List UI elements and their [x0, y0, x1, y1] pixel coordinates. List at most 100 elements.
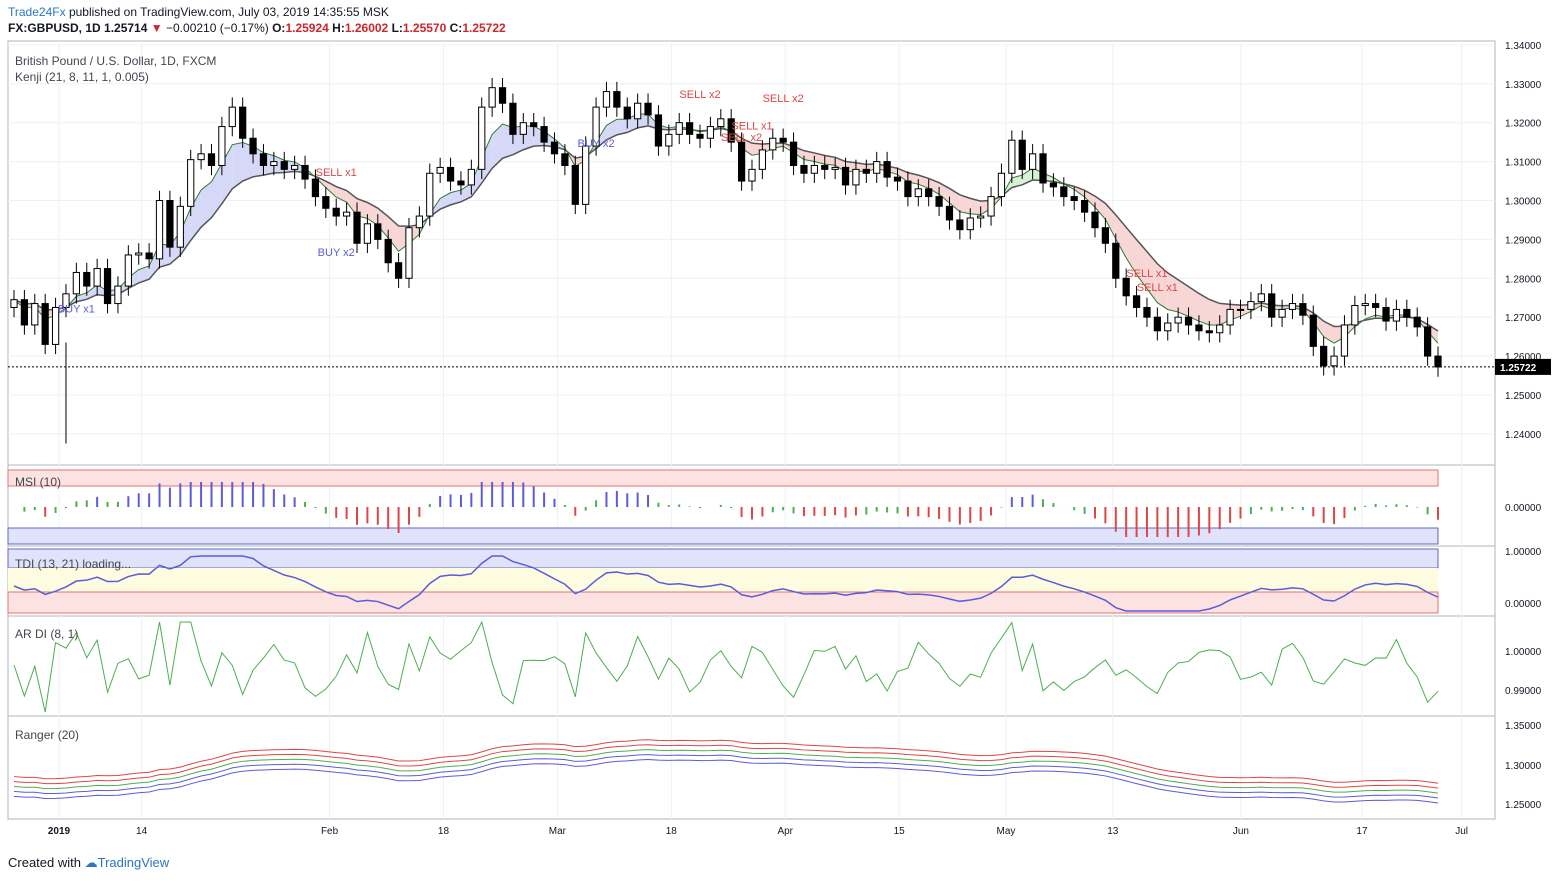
price-tick-label: 1.24000 [1505, 430, 1542, 441]
candle-up [706, 126, 715, 139]
candle-up [634, 102, 642, 120]
price-tick-label: 1.27000 [1505, 313, 1542, 324]
price-axis[interactable]: 1.34000 1.33000 1.32000 1.31000 1.30000 1.290… [1505, 41, 1542, 441]
candle-up [1257, 293, 1265, 303]
candle-up [1278, 308, 1286, 318]
candle-up [1174, 316, 1182, 324]
kenji-fill-segment [1084, 190, 1095, 208]
candle-up [93, 268, 101, 287]
time-axis[interactable]: 2019 14 Feb 18 Mar 18 Apr 15 May 13 Jun 17 Jul [48, 826, 1468, 837]
candle-down [1372, 303, 1380, 308]
candle-up [270, 161, 278, 166]
ranger-line [13, 759, 1439, 804]
candle-down [1320, 345, 1328, 367]
buy-signal-label: BUY x2 [318, 247, 355, 259]
candle-down [20, 299, 29, 326]
kenji-fill-segment [232, 142, 243, 189]
candle-up [342, 211, 351, 217]
candle-down [1382, 306, 1390, 322]
indicator-panes [7, 469, 1439, 804]
candle-down [1299, 303, 1307, 316]
candle-down [1153, 316, 1161, 332]
symbol-label[interactable]: FX:GBPUSD, 1D [8, 21, 101, 35]
candle-down [737, 141, 746, 182]
tdi-mid-zone [8, 568, 1438, 592]
candle-down [800, 164, 808, 174]
candle-down [956, 219, 964, 231]
candle-down [1413, 316, 1421, 328]
sell-signal-label: SELL x1 [731, 120, 772, 132]
kenji-fill-segment [803, 150, 815, 162]
ardi-line [13, 620, 1439, 713]
candle-down [904, 180, 912, 198]
candle-down [1080, 199, 1089, 213]
candle-up [1247, 301, 1255, 310]
candle-down [686, 122, 694, 135]
ranger-line [13, 749, 1439, 794]
kenji-fill-segment [201, 181, 212, 228]
tradingview-brand[interactable]: TradingView [97, 855, 170, 870]
tdi-tick-1: 0.00000 [1505, 599, 1542, 610]
kenji-fill-segment [1198, 293, 1210, 326]
ardi-pane-frame [7, 615, 1496, 717]
down-arrow-icon: ▼ [150, 21, 163, 35]
candle-down [540, 126, 548, 143]
buy-signal-label: BUY x1 [58, 303, 95, 315]
candle-down [83, 271, 91, 287]
price-tick-label: 1.34000 [1505, 41, 1542, 52]
publisher-name[interactable]: Trade24Fx [8, 5, 66, 19]
candle-down [509, 102, 517, 135]
candle-up [62, 293, 70, 308]
candle-up [831, 166, 839, 170]
msi-lower-zone [7, 527, 1439, 545]
high-label: H: [332, 21, 345, 35]
candle-down [103, 268, 112, 305]
candle-up [467, 168, 475, 186]
time-tick-label: May [997, 826, 1016, 837]
candle-down [239, 106, 247, 139]
candle-down [935, 196, 943, 207]
kenji-fill-segment [970, 198, 981, 215]
candle-up [291, 164, 299, 170]
candle-up [1226, 308, 1234, 326]
candle-up [966, 217, 974, 231]
price-tick-label: 1.33000 [1505, 80, 1542, 91]
kenji-fill-segment [1157, 263, 1168, 310]
candle-down [394, 262, 403, 279]
open-label: O: [272, 21, 286, 35]
price-tick-label: 1.30000 [1505, 196, 1542, 207]
high-value: 1.26002 [344, 21, 389, 35]
kenji-fill-segment [1146, 251, 1158, 303]
candle-up [914, 188, 922, 198]
candle-up [873, 161, 881, 174]
chart-title: British Pound / U.S. Dollar, 1D, FXCM [15, 54, 216, 68]
time-tick-label: 14 [136, 826, 148, 837]
candle-up [1029, 153, 1037, 170]
sell-signal-label: SELL x2 [763, 93, 804, 105]
candle-up [602, 91, 611, 108]
candle-down [945, 205, 954, 221]
candle-down [384, 238, 392, 264]
candle-down [41, 303, 49, 345]
time-tick-label: Feb [321, 826, 339, 837]
ranger-line [13, 744, 1439, 789]
candle-down [1049, 182, 1058, 188]
created-with-text: Created with [8, 855, 81, 870]
candle-down [1195, 324, 1203, 332]
candle-up [415, 215, 423, 229]
kenji-bands [13, 113, 1439, 344]
candle-up [977, 215, 985, 219]
kenji-fill-segment [959, 194, 971, 214]
candle-down [1060, 186, 1068, 198]
candle-down [446, 166, 455, 182]
kenji-fill-segment [1126, 227, 1137, 275]
kenji-fill-segment [606, 119, 617, 140]
candle-up [488, 87, 496, 108]
candle-up [114, 285, 122, 305]
time-tick-label: Jul [1455, 826, 1468, 837]
chart-header: Trade24Fx published on TradingView.com, … [8, 4, 1558, 40]
candle-down [1039, 153, 1047, 184]
candle-up [748, 168, 756, 182]
candle-up [363, 223, 372, 244]
